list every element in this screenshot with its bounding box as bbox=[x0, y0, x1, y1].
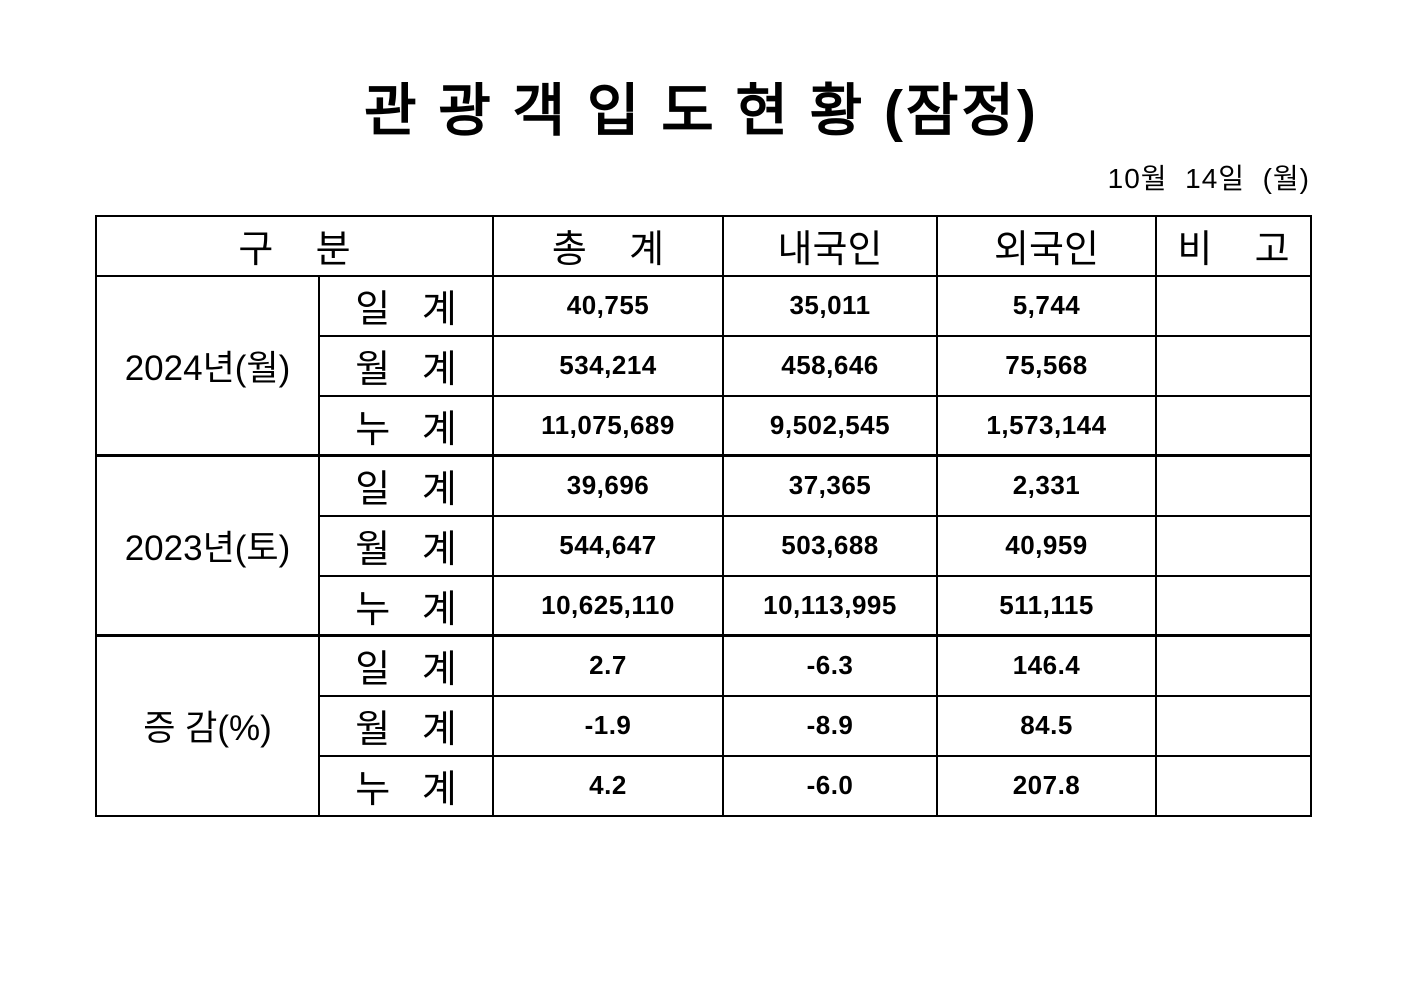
value-foreign: 2,331 bbox=[936, 454, 1157, 517]
value-total: 2.7 bbox=[492, 634, 724, 697]
value-total: 4.2 bbox=[492, 754, 724, 817]
row-label-daily: 일 계 bbox=[318, 274, 494, 337]
group-2024: 2024년(월) bbox=[95, 274, 320, 457]
remarks-cell bbox=[1155, 514, 1312, 577]
value-domestic: -8.9 bbox=[722, 694, 938, 757]
value-domestic: 37,365 bbox=[722, 454, 938, 517]
header-category: 구 분 bbox=[95, 214, 494, 277]
row-label-monthly: 월 계 bbox=[318, 694, 494, 757]
remarks-cell bbox=[1155, 634, 1312, 697]
table-row: 누 계 4.2 -6.0 207.8 bbox=[96, 754, 1312, 817]
remarks-cell bbox=[1155, 694, 1312, 757]
value-foreign: 207.8 bbox=[936, 754, 1157, 817]
value-domestic: -6.0 bbox=[722, 754, 938, 817]
table-row: 월 계 544,647 503,688 40,959 bbox=[96, 514, 1312, 577]
table-row: 누 계 11,075,689 9,502,545 1,573,144 bbox=[96, 394, 1312, 457]
table-row: 2023년(토) 일 계 39,696 37,365 2,331 bbox=[95, 454, 1312, 637]
report-date: 10월 14일 (월) bbox=[1107, 162, 1310, 194]
value-total: 39,696 bbox=[492, 454, 724, 517]
value-domestic: 458,646 bbox=[722, 334, 938, 397]
header-remarks: 비 고 bbox=[1155, 214, 1312, 277]
value-total: -1.9 bbox=[492, 694, 724, 757]
value-total: 544,647 bbox=[492, 514, 724, 577]
remarks-cell bbox=[1155, 334, 1312, 397]
row-label-monthly: 월 계 bbox=[318, 334, 494, 397]
value-foreign: 511,115 bbox=[936, 574, 1157, 637]
remarks-cell bbox=[1155, 754, 1312, 817]
header-domestic: 내국인 bbox=[722, 214, 938, 277]
header-foreign: 외국인 bbox=[936, 214, 1157, 277]
remarks-cell bbox=[1155, 574, 1312, 637]
value-total: 40,755 bbox=[492, 274, 724, 337]
value-total: 11,075,689 bbox=[492, 394, 724, 457]
table-row: 월 계 534,214 458,646 75,568 bbox=[96, 334, 1312, 397]
tourist-arrivals-table: 구 분 총 계 내국인 외국인 비 고 2024년(월) 일 계 40,755 … bbox=[95, 214, 1312, 817]
value-total: 10,625,110 bbox=[492, 574, 724, 637]
value-domestic: 503,688 bbox=[722, 514, 938, 577]
header-total: 총 계 bbox=[492, 214, 724, 277]
remarks-cell bbox=[1155, 394, 1312, 457]
table-row: 증 감(%) 일 계 2.7 -6.3 146.4 bbox=[95, 634, 1312, 817]
group-2023: 2023년(토) bbox=[95, 454, 320, 637]
group-change-pct: 증 감(%) bbox=[95, 634, 320, 817]
value-foreign: 1,573,144 bbox=[936, 394, 1157, 457]
remarks-cell bbox=[1155, 274, 1312, 337]
value-foreign: 146.4 bbox=[936, 634, 1157, 697]
row-label-cumulative: 누 계 bbox=[318, 574, 494, 637]
table-header-row: 구 분 총 계 내국인 외국인 비 고 bbox=[95, 214, 1312, 277]
value-foreign: 84.5 bbox=[936, 694, 1157, 757]
remarks-cell bbox=[1155, 454, 1312, 517]
table-row: 2024년(월) 일 계 40,755 35,011 5,744 bbox=[95, 274, 1312, 457]
table-row: 월 계 -1.9 -8.9 84.5 bbox=[96, 694, 1312, 757]
row-label-cumulative: 누 계 bbox=[318, 754, 494, 817]
table-row: 누 계 10,625,110 10,113,995 511,115 bbox=[96, 574, 1312, 637]
row-label-daily: 일 계 bbox=[318, 454, 494, 517]
value-domestic: 9,502,545 bbox=[722, 394, 938, 457]
value-total: 534,214 bbox=[492, 334, 724, 397]
value-foreign: 75,568 bbox=[936, 334, 1157, 397]
value-foreign: 40,959 bbox=[936, 514, 1157, 577]
value-domestic: 35,011 bbox=[722, 274, 938, 337]
value-domestic: 10,113,995 bbox=[722, 574, 938, 637]
value-foreign: 5,744 bbox=[936, 274, 1157, 337]
page-title: 관 광 객 입 도 현 황 (잠정) bbox=[364, 79, 1039, 143]
row-label-cumulative: 누 계 bbox=[318, 394, 494, 457]
row-label-daily: 일 계 bbox=[318, 634, 494, 697]
row-label-monthly: 월 계 bbox=[318, 514, 494, 577]
value-domestic: -6.3 bbox=[722, 634, 938, 697]
